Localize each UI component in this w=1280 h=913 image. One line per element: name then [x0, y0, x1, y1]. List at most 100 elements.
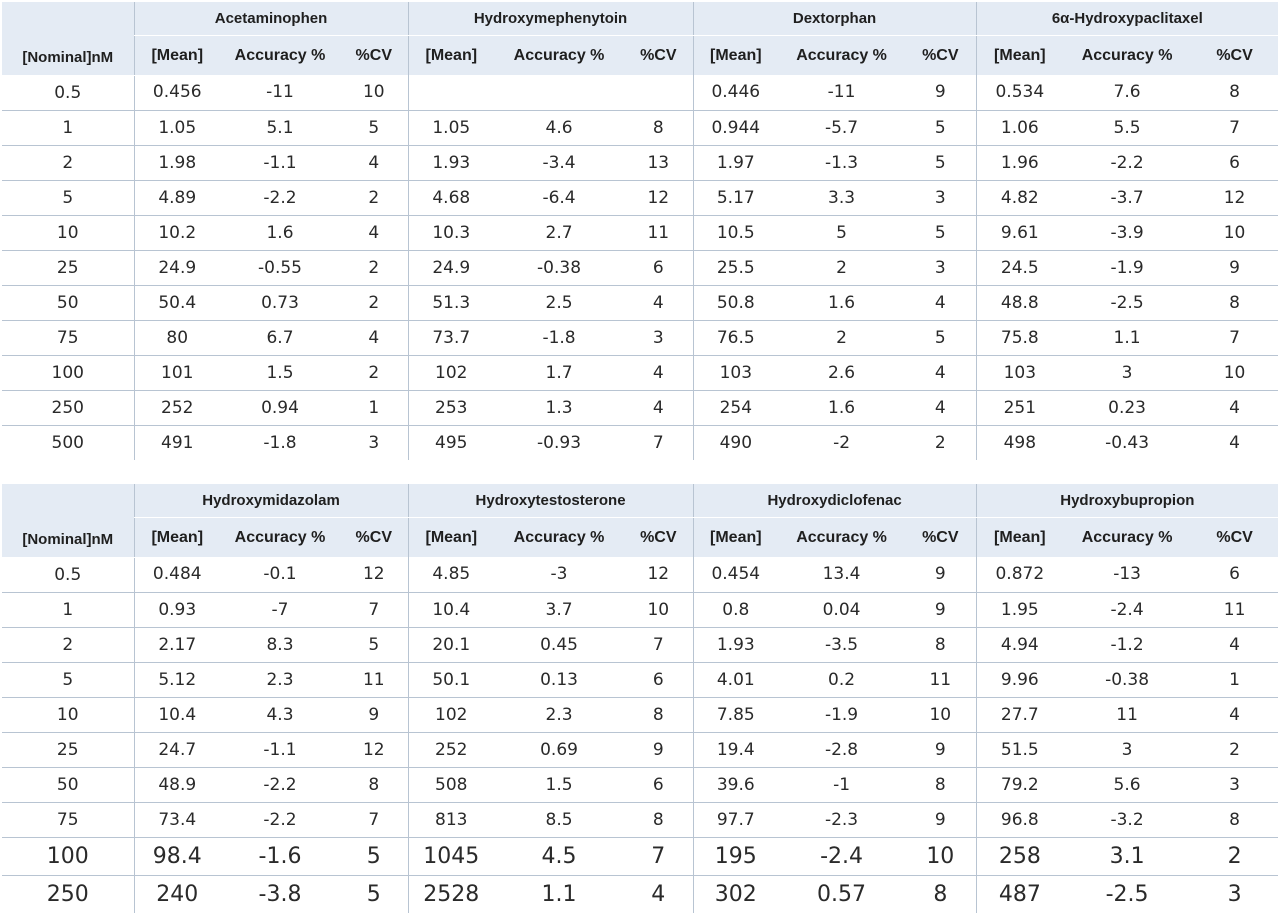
accuracy-cell: 0.73 — [220, 284, 340, 320]
mean-cell: 39.6 — [692, 766, 779, 802]
mean-cell: 0.454 — [692, 557, 779, 592]
accuracy-cell: -1.2 — [1063, 626, 1192, 662]
cv-cell: 8 — [624, 109, 694, 145]
cv-cell: 12 — [647, 564, 670, 585]
accuracy-cell: 4.6 — [494, 109, 625, 145]
mean-cell: 24.9 — [407, 249, 495, 285]
accuracy-header: Accuracy % — [220, 517, 340, 557]
cv-cell: 3 — [340, 424, 409, 460]
cv-cell: 5 — [340, 836, 409, 875]
accuracy-cell: 3.7 — [494, 591, 625, 627]
cv-cell: 3 — [905, 249, 977, 285]
mean-cell: 1.98 — [133, 144, 220, 180]
accuracy-cell: -3.8 — [220, 874, 340, 913]
accuracy-cell: -1.3 — [778, 144, 906, 180]
cv-header: %CV — [624, 35, 694, 75]
accuracy-cell: -2.5 — [1063, 874, 1192, 913]
accuracy-cell: 5.1 — [220, 109, 340, 145]
mean-cell: 96.8 — [975, 801, 1064, 837]
drug-name: Hydroxymephenytoin — [407, 2, 694, 36]
mean-header: [Mean] — [133, 35, 220, 75]
accuracy-cell: 0.13 — [494, 661, 625, 697]
accuracy-cell: -13 — [1113, 564, 1141, 585]
drug-name: Hydroxymidazolam — [133, 484, 409, 518]
mean-cell: 75.8 — [975, 319, 1064, 355]
mean-cell: 5.12 — [133, 661, 220, 697]
accuracy-cell: 11 — [1063, 696, 1192, 732]
nominal-cell: 1 — [2, 109, 134, 145]
table-row: 1 0.93 -7 7 10.4 3.7 10 0.8 0.04 9 1.95 -2.4 11 — [2, 591, 1279, 627]
accuracy-cell: 5.6 — [1063, 766, 1192, 802]
cv-cell: 10 — [905, 696, 977, 732]
cv-header: %CV — [340, 517, 409, 557]
accuracy-cell: 3.3 — [778, 179, 906, 215]
cv-header: %CV — [905, 35, 977, 75]
mean-header: [Mean] — [407, 517, 495, 557]
accuracy-cell: 3 — [1063, 354, 1192, 390]
table-row: 10 10.2 1.6 4 10.3 2.7 11 10.5 5 5 9.61 -3.9 10 — [2, 214, 1279, 250]
cv-header: %CV — [1191, 35, 1279, 75]
drug-name: 6α-Hydroxypaclitaxel — [975, 2, 1279, 36]
nominal-cell: 2 — [2, 144, 134, 180]
mean-cell: 9.61 — [975, 214, 1064, 250]
accuracy-cell: 2.5 — [494, 284, 625, 320]
cv-cell: 4 — [905, 354, 977, 390]
nominal-cell: 50 — [2, 284, 134, 320]
cv-cell: 3 — [1191, 766, 1279, 802]
mean-cell: 76.5 — [692, 319, 779, 355]
accuracy-cell: -0.38 — [494, 249, 625, 285]
cv-cell: 12 — [1191, 179, 1279, 215]
drug-name: Hydroxytestosterone — [407, 484, 694, 518]
cv-cell: 8 — [905, 874, 977, 913]
accuracy-cell: -1.9 — [778, 696, 906, 732]
table-row: 5 5.12 2.3 11 50.1 0.13 6 4.01 0.2 11 9.96 -0.38 1 — [2, 661, 1279, 697]
nominal-header: [Nominal]nM — [2, 484, 134, 558]
mean-cell: 7.85 — [692, 696, 779, 732]
cv-cell: 2 — [340, 284, 409, 320]
mean-cell: 0.484 — [133, 557, 220, 592]
cv-cell: 9 — [905, 731, 977, 767]
cv-cell: 4 — [340, 214, 409, 250]
mean-cell: 103 — [692, 354, 779, 390]
mean-header: [Mean] — [407, 35, 495, 75]
accuracy-cell: 2.6 — [778, 354, 906, 390]
mean-header: [Mean] — [692, 517, 779, 557]
mean-cell: 0.872 — [975, 557, 1064, 592]
cv-cell: 11 — [1191, 591, 1279, 627]
nominal-cell: 75 — [2, 801, 134, 837]
mean-cell: 4.68 — [407, 179, 495, 215]
accuracy-cell: 8.5 — [494, 801, 625, 837]
table-row: 0.5 0.484 -0.1 12 4.85 -3 12 0.454 13.4 9 0.872 -13… — [2, 557, 1278, 592]
mean-cell: 51.5 — [975, 731, 1064, 767]
accuracy-header: Accuracy % — [1063, 35, 1192, 75]
table-row: 250 252 0.94 1 253 1.3 4 254 1.6 4 251 0.23 4 — [2, 389, 1279, 425]
mean-cell: 19.4 — [692, 731, 779, 767]
mean-cell: 4.94 — [975, 626, 1064, 662]
mean-cell: 20.1 — [407, 626, 495, 662]
drug-name: Hydroxydiclofenac — [692, 484, 977, 518]
nominal-cell: 100 — [2, 836, 134, 875]
cv-cell: 5 — [340, 626, 409, 662]
mean-cell: 0.8 — [692, 591, 779, 627]
cv-header: %CV — [624, 517, 694, 557]
accuracy-cell: -0.93 — [494, 424, 625, 460]
mean-cell: 813 — [407, 801, 495, 837]
accuracy-cell: 5 — [778, 214, 906, 250]
accuracy-cell: 1.5 — [220, 354, 340, 390]
cv-cell: 6 — [1191, 144, 1279, 180]
cv-cell: 4 — [1191, 696, 1279, 732]
mean-cell: 487 — [975, 874, 1064, 913]
table-row: 500 491 -1.8 3 495 -0.93 7 490 -2 2 498 -0.43 4 — [2, 424, 1279, 460]
accuracy-cell: 7.6 — [1113, 82, 1141, 103]
cv-cell: 11 — [624, 214, 694, 250]
cv-cell: 6 — [624, 249, 694, 285]
accuracy-cell: -11 — [827, 82, 856, 103]
mean-cell: 25.5 — [692, 249, 779, 285]
mean-cell: 97.7 — [692, 801, 779, 837]
mean-cell: 240 — [133, 874, 220, 913]
accuracy-cell: 0.04 — [778, 591, 906, 627]
cv-cell: 3 — [1191, 874, 1279, 913]
cv-header: %CV — [1191, 517, 1279, 557]
mean-cell: 495 — [407, 424, 495, 460]
